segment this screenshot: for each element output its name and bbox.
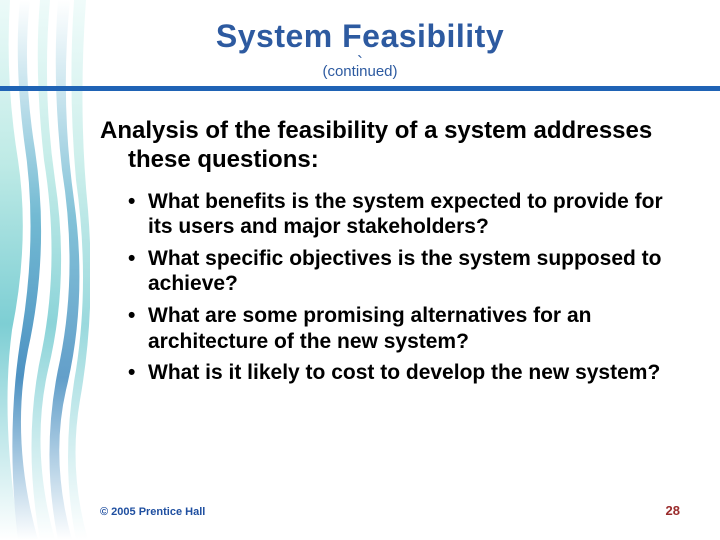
bullet-list: What benefits is the system expected to … [100, 189, 680, 386]
bullet-item: What specific objectives is the system s… [132, 246, 680, 297]
slide-footer: © 2005 Prentice Hall 28 [100, 503, 680, 518]
intro-text: Analysis of the feasibility of a system … [128, 117, 680, 175]
slide-title: System Feasibility [40, 18, 680, 55]
horizontal-rule [0, 86, 720, 91]
bullet-item: What benefits is the system expected to … [132, 189, 680, 240]
slide-container: System Feasibility ` (continued) Analysi… [0, 0, 720, 540]
bullet-item: What are some promising alternatives for… [132, 303, 680, 354]
bullet-item: What is it likely to cost to develop the… [132, 360, 680, 386]
page-number: 28 [666, 503, 680, 518]
copyright-text: © 2005 Prentice Hall [100, 506, 205, 518]
title-accent-mark: ` [357, 53, 363, 74]
slide-subtitle: ` (continued) [40, 63, 680, 80]
